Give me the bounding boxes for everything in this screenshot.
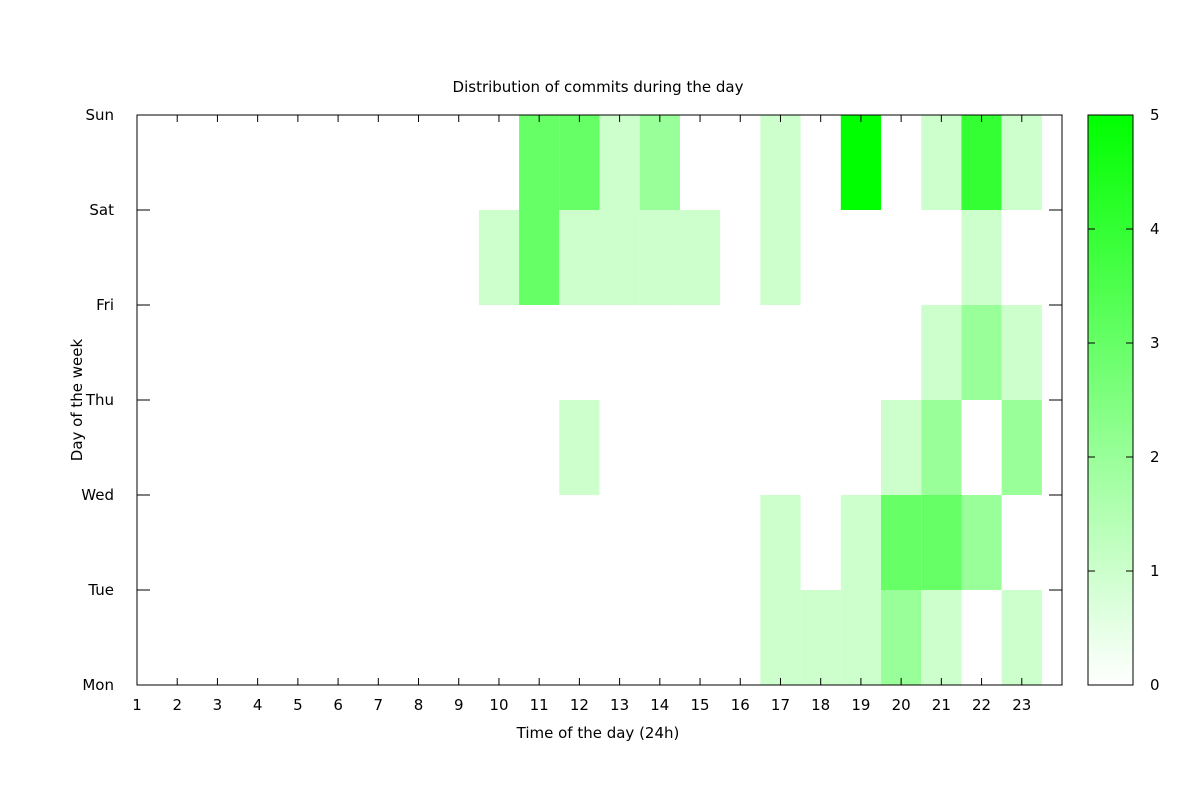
x-tick-label: 9 (454, 696, 464, 714)
heatmap-cells (478, 115, 1042, 685)
colorbar-tick-label: 2 (1150, 448, 1160, 466)
x-tick-label: 16 (731, 696, 750, 714)
heatmap-cell (921, 305, 962, 400)
heatmap-cell (921, 400, 962, 495)
heatmap-cell (840, 115, 882, 210)
x-tick-label: 21 (932, 696, 951, 714)
x-tick-label: 19 (851, 696, 870, 714)
heatmap-cell (800, 590, 841, 685)
colorbar-tick-label: 5 (1150, 106, 1160, 124)
heatmap-cell (921, 590, 962, 685)
heatmap-cell (760, 495, 801, 590)
x-tick-label: 17 (771, 696, 790, 714)
colorbar-tick-label: 1 (1150, 562, 1160, 580)
y-tick-label: Fri (96, 296, 114, 314)
x-tick-label: 10 (489, 696, 508, 714)
x-tick-label: 1 (132, 696, 142, 714)
heatmap-cell (760, 210, 801, 305)
heatmap-cell (881, 400, 922, 495)
colorbar-ticks: 0 1 2 3 4 5 (1088, 106, 1160, 694)
x-tick-label: 22 (972, 696, 991, 714)
heatmap-cell (760, 590, 801, 685)
x-tick-label: 14 (650, 696, 669, 714)
x-tick-label: 6 (333, 696, 343, 714)
heatmap-cell (961, 115, 1002, 210)
x-tick-label: 4 (253, 696, 263, 714)
colorbar (1087, 114, 1134, 686)
x-tick-label: 5 (293, 696, 303, 714)
heatmap-cell (679, 210, 721, 305)
x-tick-label: 13 (610, 696, 629, 714)
x-tick-label: 3 (213, 696, 223, 714)
y-axis: Mon Tue Wed Thu Fri Sat Sun (81, 106, 1062, 694)
x-tick-label: 23 (1012, 696, 1031, 714)
chart-title: Distribution of commits during the day (453, 78, 744, 96)
heatmap-cell (478, 210, 520, 305)
heatmap-cell (921, 115, 962, 210)
heatmap-cell (519, 210, 560, 305)
heatmap-cell (881, 590, 922, 685)
heatmap-cell (599, 210, 640, 305)
y-axis-label: Day of the week (68, 338, 86, 461)
x-tick-label: 8 (414, 696, 424, 714)
heatmap-cell (1001, 115, 1042, 210)
x-tick-label: 11 (530, 696, 549, 714)
heatmap-cell (559, 115, 600, 210)
heatmap-cell (639, 115, 680, 210)
x-tick-label: 18 (811, 696, 830, 714)
x-axis-label: Time of the day (24h) (516, 724, 680, 742)
x-tick-label: 12 (570, 696, 589, 714)
heatmap-cell (519, 115, 560, 210)
y-tick-label: Thu (85, 391, 114, 409)
colorbar-tick-label: 3 (1150, 334, 1160, 352)
y-tick-label: Tue (87, 581, 114, 599)
heatmap-cell (1001, 590, 1042, 685)
heatmap-cell (559, 400, 600, 495)
heatmap-cell (961, 495, 1002, 590)
heatmap-cell (1001, 305, 1042, 400)
colorbar-tick-label: 0 (1150, 676, 1160, 694)
y-tick-label: Sun (85, 106, 114, 124)
x-tick-label: 15 (690, 696, 709, 714)
heatmap-cell (961, 305, 1002, 400)
x-axis: 1 2 3 4 5 6 7 8 9 10 11 12 13 14 15 16 17 18 19 20 21 22 23 (132, 115, 1031, 714)
y-tick-label: Sat (89, 201, 114, 219)
heatmap-cell (599, 115, 640, 210)
y-tick-label: Wed (81, 486, 114, 504)
heatmap-cell (1001, 400, 1042, 495)
colorbar-tick-label: 4 (1150, 220, 1160, 238)
heatmap-cell (921, 495, 962, 590)
y-tick-label: Mon (82, 676, 114, 694)
x-tick-label: 2 (172, 696, 182, 714)
heatmap-cell (559, 210, 600, 305)
heatmap-cell (760, 115, 801, 210)
heatmap-cell (840, 495, 882, 590)
x-tick-label: 20 (892, 696, 911, 714)
heatmap-cell (881, 495, 922, 590)
heatmap-cell (840, 590, 882, 685)
heatmap-cell (639, 210, 680, 305)
x-tick-label: 7 (374, 696, 384, 714)
heatmap-cell (961, 210, 1002, 305)
